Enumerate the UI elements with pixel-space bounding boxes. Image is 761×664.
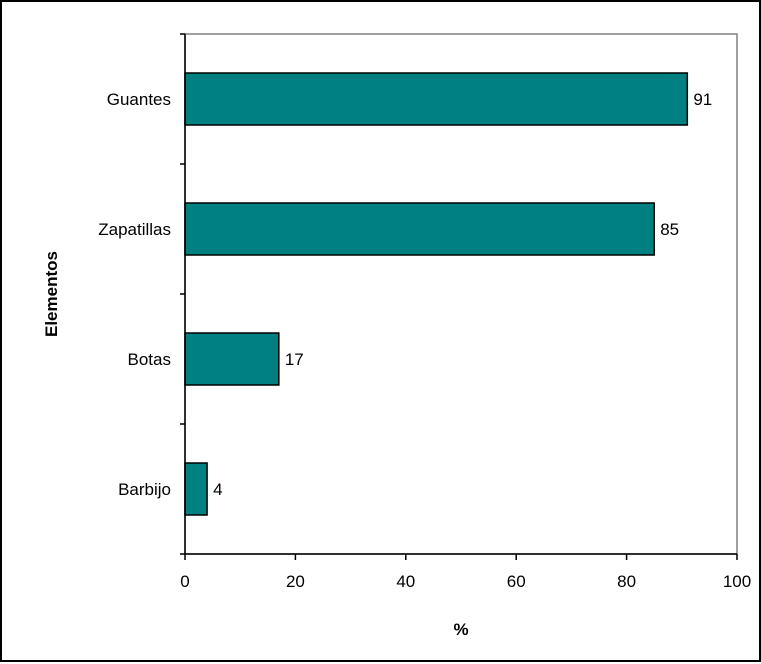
x-tick-label: 40: [396, 572, 415, 591]
category-label-botas: Botas: [128, 350, 171, 369]
category-label-barbijo: Barbijo: [118, 480, 171, 499]
x-tick-label: 20: [286, 572, 305, 591]
x-tick-label: 80: [617, 572, 636, 591]
bar-botas: [184, 332, 280, 386]
bar-guantes: [184, 72, 689, 126]
data-label-zapatillas: 85: [660, 220, 679, 239]
x-tick-label: 100: [723, 572, 751, 591]
x-tick-label: 0: [180, 572, 189, 591]
x-axis: 0 20 40 60 80 100: [180, 553, 751, 591]
category-label-guantes: Guantes: [107, 90, 171, 109]
data-label-guantes: 91: [693, 90, 712, 109]
x-axis-title: %: [453, 620, 468, 639]
bar-barbijo: [184, 462, 208, 516]
category-label-zapatillas: Zapatillas: [98, 220, 171, 239]
bars-group: [184, 72, 689, 516]
y-axis: Guantes Zapatillas Botas Barbijo: [98, 33, 186, 555]
data-labels-group: 91 85 17 4: [213, 90, 712, 499]
y-axis-title: Elementos: [42, 251, 61, 337]
data-label-barbijo: 4: [213, 480, 222, 499]
data-label-botas: 17: [285, 350, 304, 369]
bar-zapatillas: [184, 202, 655, 256]
x-tick-label: 60: [507, 572, 526, 591]
